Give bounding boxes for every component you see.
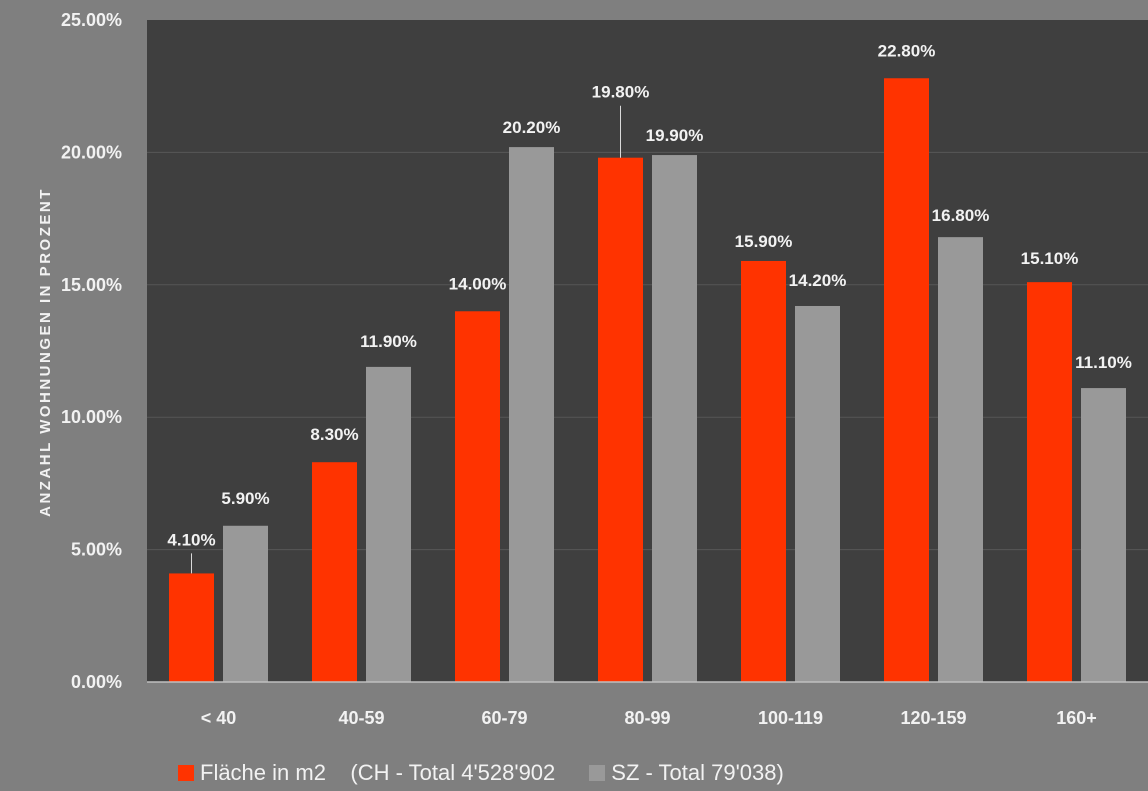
x-axis-categories: < 40 40-59 60-79 80-99 100-119 120-159 160+: [201, 708, 1097, 728]
bar-series-2: [938, 237, 983, 683]
x-category-label: 120-159: [900, 708, 966, 728]
bar-series-2: [652, 155, 697, 683]
data-label-series-1: 15.90%: [735, 232, 793, 251]
data-labels: 4.10% 5.90% 8.30% 11.90% 14.00% 20.20% 19.80% 1…: [167, 41, 1132, 574]
y-tick-label: 10.00%: [61, 407, 122, 427]
data-label-series-1: 4.10%: [167, 530, 215, 549]
data-label-series-2: 5.90%: [221, 489, 269, 508]
bar-series-1: [312, 462, 357, 682]
legend-label-series-1: Fläche in m2 (CH - Total 4'528'902: [200, 760, 556, 785]
data-label-series-1: 22.80%: [878, 41, 936, 60]
bars: [169, 78, 1126, 683]
x-category-label: < 40: [201, 708, 237, 728]
y-tick-label: 20.00%: [61, 142, 122, 162]
plot-area: [147, 20, 1148, 682]
data-label-series-2: 20.20%: [503, 118, 561, 137]
bar-series-2: [1081, 388, 1126, 682]
data-label-series-2: 16.80%: [932, 206, 990, 225]
legend-swatch-series-1: [178, 765, 194, 781]
x-category-label: 80-99: [624, 708, 670, 728]
legend-swatch-series-2: [589, 765, 606, 781]
x-category-label: 40-59: [338, 708, 384, 728]
data-label-series-2: 11.10%: [1075, 353, 1132, 372]
bar-series-1: [455, 311, 500, 682]
bar-series-2: [366, 366, 411, 682]
y-axis-title: ANZAHL WOHNUNGEN IN PROZENT: [37, 187, 54, 517]
data-label-series-1: 15.10%: [1021, 249, 1079, 268]
bar-chart: 0.00% 5.00% 10.00% 15.00% 20.00% 25.00% 4.10%…: [37, 10, 1148, 728]
x-category-label: 160+: [1056, 708, 1097, 728]
bar-series-1: [169, 573, 214, 682]
bar-series-2: [223, 525, 268, 682]
legend-label-series-2: SZ - Total 79'038): [611, 760, 784, 785]
y-tick-label: 15.00%: [61, 275, 122, 295]
bar-series-1: [1027, 282, 1072, 682]
x-category-label: 60-79: [481, 708, 527, 728]
data-label-series-1: 19.80%: [592, 83, 650, 102]
bar-series-1: [598, 157, 643, 683]
x-category-label: 100-119: [758, 708, 823, 728]
data-label-series-2: 14.20%: [789, 271, 847, 290]
y-tick-label: 0.00%: [71, 672, 122, 692]
bar-series-2: [795, 305, 840, 682]
data-label-series-1: 8.30%: [310, 425, 358, 444]
y-tick-label: 25.00%: [61, 10, 122, 30]
data-label-series-2: 11.90%: [360, 332, 417, 351]
legend: Fläche in m2 (CH - Total 4'528'902 SZ - …: [178, 756, 818, 790]
bar-series-1: [741, 260, 786, 682]
y-axis-ticks: 0.00% 5.00% 10.00% 15.00% 20.00% 25.00%: [61, 10, 122, 692]
data-label-series-2: 19.90%: [646, 126, 704, 145]
data-label-series-1: 14.00%: [449, 274, 507, 293]
y-tick-label: 5.00%: [71, 540, 122, 560]
bar-series-1: [884, 78, 929, 683]
bar-series-2: [509, 147, 554, 682]
